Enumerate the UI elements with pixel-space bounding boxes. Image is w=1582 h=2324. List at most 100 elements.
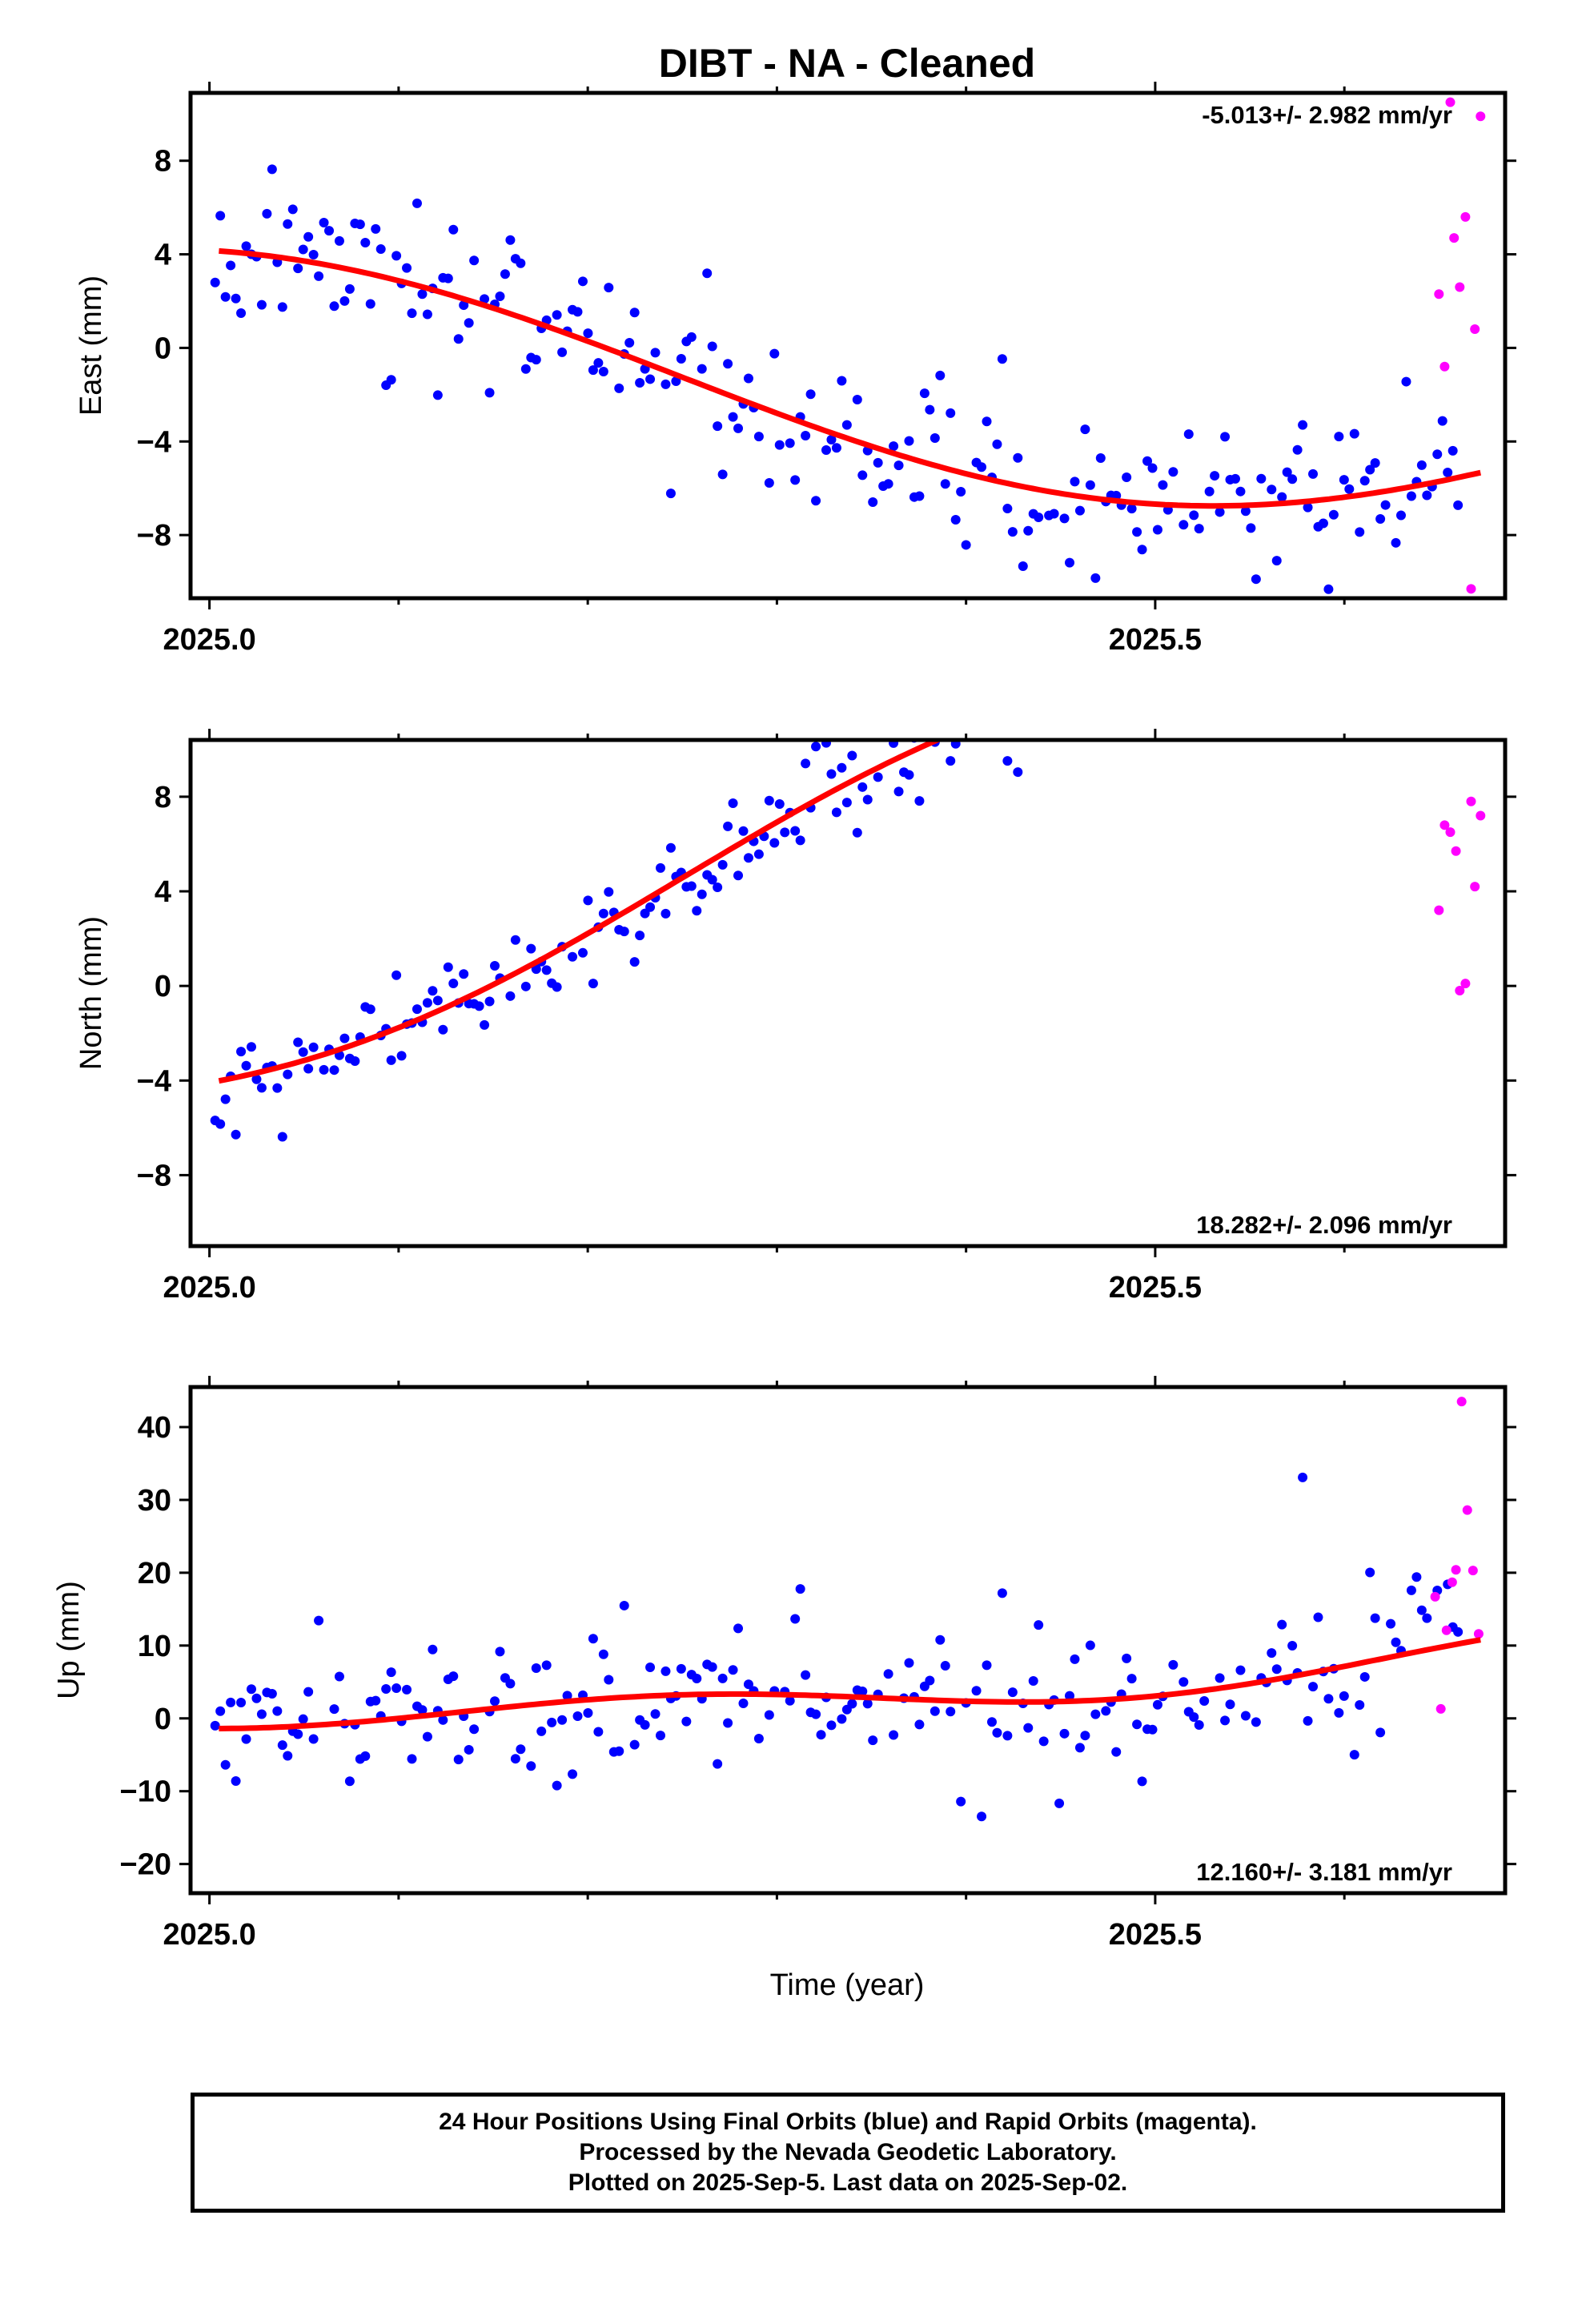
data-point-final xyxy=(604,1675,614,1685)
data-point-final xyxy=(998,681,1007,690)
data-point-final xyxy=(707,341,717,352)
data-point-final xyxy=(303,1687,314,1697)
data-point-final xyxy=(764,1710,774,1720)
data-point-final xyxy=(588,365,598,376)
data-point-final xyxy=(826,435,837,445)
data-point-final xyxy=(624,338,635,348)
y-tick-label: 4 xyxy=(155,875,171,909)
data-point-final xyxy=(1282,467,1292,477)
data-point-final xyxy=(1231,668,1240,677)
y-tick-label: 4 xyxy=(155,239,171,272)
data-point-final xyxy=(629,957,640,967)
data-point-final xyxy=(1386,1618,1396,1629)
data-point-final xyxy=(764,478,774,489)
data-point-final xyxy=(1246,523,1256,533)
data-point-final xyxy=(469,1724,480,1735)
data-point-final xyxy=(1365,464,1375,475)
data-point-final xyxy=(241,241,251,251)
data-point-final xyxy=(997,354,1007,364)
data-point-final xyxy=(360,238,371,248)
data-point-rapid xyxy=(1451,1565,1461,1575)
data-point-final xyxy=(583,1707,593,1718)
data-point-final xyxy=(795,835,805,846)
data-point-final xyxy=(619,927,629,937)
data-point-final xyxy=(785,1695,795,1706)
data-point-final xyxy=(1132,676,1142,686)
data-point-final xyxy=(977,462,987,472)
data-point-final xyxy=(614,1746,624,1756)
data-point-final xyxy=(417,1705,428,1715)
data-point-final xyxy=(774,799,785,810)
data-point-final xyxy=(577,947,588,958)
y-tick-label: 30 xyxy=(138,1484,171,1518)
data-point-final xyxy=(1189,510,1199,521)
data-point-final xyxy=(1205,662,1215,672)
data-point-final xyxy=(417,289,428,300)
data-point-final xyxy=(997,1588,1007,1598)
data-point-final xyxy=(1029,724,1038,734)
data-point-final xyxy=(665,842,676,853)
data-point-final xyxy=(640,1719,650,1730)
data-point-rapid xyxy=(1476,111,1486,122)
data-point-final xyxy=(904,770,914,780)
data-point-final xyxy=(1018,561,1028,571)
data-point-final xyxy=(645,902,656,912)
y-tick-label: 0 xyxy=(155,1703,171,1736)
data-point-final xyxy=(852,394,862,404)
data-point-final xyxy=(1122,472,1132,482)
data-point-final xyxy=(1235,639,1245,649)
data-point-final xyxy=(1391,1637,1401,1647)
data-point-final xyxy=(520,981,531,991)
data-point-final xyxy=(236,308,247,319)
data-point-final xyxy=(1329,696,1339,706)
data-point-final xyxy=(841,798,852,808)
data-point-final xyxy=(914,796,925,806)
data-point-final xyxy=(707,875,717,885)
data-point-final xyxy=(889,1730,899,1740)
data-point-final xyxy=(986,1717,997,1727)
data-point-final xyxy=(226,1697,236,1707)
data-point-final xyxy=(220,292,231,302)
data-point-final xyxy=(1370,458,1380,468)
data-point-final xyxy=(1355,665,1364,674)
data-point-final xyxy=(1251,1717,1261,1727)
data-point-final xyxy=(1349,428,1359,439)
data-point-final xyxy=(733,423,744,433)
data-point-final xyxy=(661,908,671,919)
data-point-final xyxy=(1277,685,1287,694)
data-point-final xyxy=(862,1699,873,1709)
data-point-final xyxy=(1416,1605,1427,1615)
data-point-final xyxy=(982,416,992,427)
data-point-final xyxy=(1101,677,1110,686)
data-point-final xyxy=(971,1686,982,1696)
data-point-final xyxy=(1007,1687,1018,1698)
data-point-final xyxy=(432,390,443,400)
data-point-final xyxy=(1080,1731,1090,1741)
data-point-final xyxy=(1365,678,1375,688)
data-point-final xyxy=(1375,513,1386,524)
data-point-final xyxy=(1344,484,1355,494)
data-point-final xyxy=(904,1658,914,1668)
data-point-final xyxy=(516,1744,526,1755)
data-point-final xyxy=(769,348,780,359)
data-point-final xyxy=(375,244,386,255)
data-point-final xyxy=(857,470,868,480)
data-point-final xyxy=(1318,518,1328,529)
data-point-final xyxy=(702,268,713,279)
data-point-final xyxy=(339,296,350,306)
data-point-rapid xyxy=(1445,827,1456,838)
data-point-final xyxy=(753,849,764,859)
data-point-final xyxy=(1303,658,1313,668)
y-axis-label: North (mm) xyxy=(74,916,108,1070)
data-point-rapid xyxy=(1434,289,1444,300)
data-point-final xyxy=(541,1660,552,1671)
data-point-final xyxy=(251,1074,262,1084)
data-point-final xyxy=(1194,1719,1204,1730)
data-point-final xyxy=(1370,1613,1380,1623)
data-point-final xyxy=(1298,645,1307,654)
data-point-final xyxy=(547,1717,557,1727)
data-point-final xyxy=(1334,1707,1344,1718)
data-point-final xyxy=(1339,475,1349,485)
data-point-final xyxy=(1080,424,1090,435)
data-point-final xyxy=(505,991,516,1001)
